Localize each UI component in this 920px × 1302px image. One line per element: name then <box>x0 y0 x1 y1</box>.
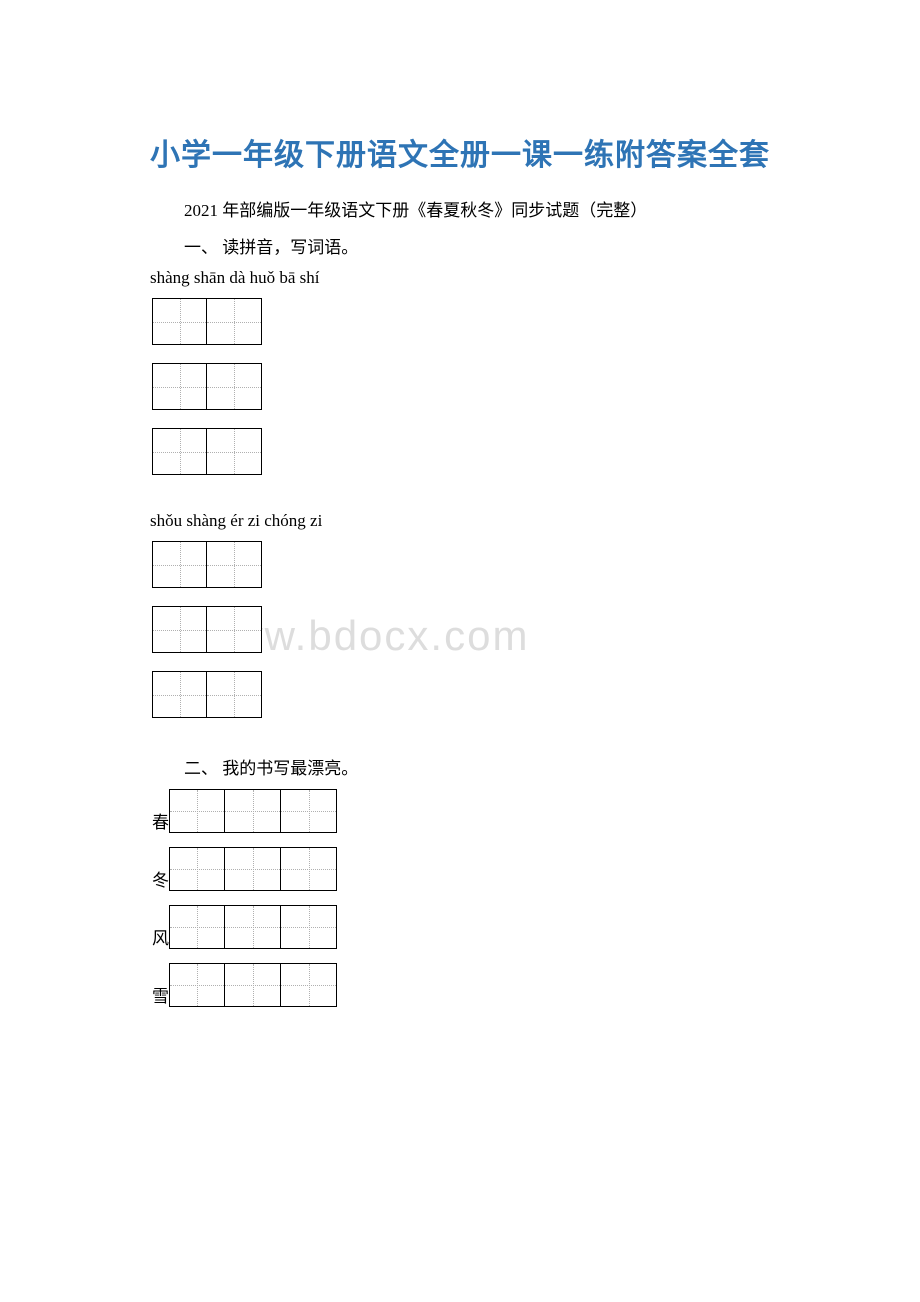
tian-cell <box>169 847 225 891</box>
grid-row <box>152 363 770 410</box>
tian-cell <box>169 905 225 949</box>
row-label: 雪 <box>152 988 169 1007</box>
document-body: 小学一年级下册语文全册一课一练附答案全套 2021 年部编版一年级语文下册《春夏… <box>150 130 770 1007</box>
tian-cell <box>152 363 207 410</box>
tian-cell <box>152 298 207 345</box>
tian-cell <box>281 789 337 833</box>
grid-row <box>152 541 770 588</box>
tian-cell <box>207 606 262 653</box>
tian-cell <box>207 363 262 410</box>
tian-cell <box>207 541 262 588</box>
grid-row <box>152 298 770 345</box>
row-label: 冬 <box>152 872 169 891</box>
pinyin-line-1: shàng shān dà huǒ bā shí <box>150 268 770 288</box>
tian-cell <box>225 789 281 833</box>
row-label: 春 <box>152 814 169 833</box>
page-title: 小学一年级下册语文全册一课一练附答案全套 <box>150 130 770 174</box>
tian-cell <box>225 905 281 949</box>
tian-cell <box>152 671 207 718</box>
grid-row-labeled: 雪 <box>152 963 770 1007</box>
tian-cell <box>281 905 337 949</box>
section2-heading: 二、 我的书写最漂亮。 <box>150 754 770 779</box>
tian-cell <box>281 847 337 891</box>
tian-cell <box>169 789 225 833</box>
row-label: 风 <box>152 930 169 949</box>
tian-cell <box>225 963 281 1007</box>
grid-row-labeled: 风 <box>152 905 770 949</box>
tian-cell <box>225 847 281 891</box>
tian-cell <box>207 671 262 718</box>
section1-heading: 一、 读拼音，写词语。 <box>150 233 770 258</box>
tian-cell <box>281 963 337 1007</box>
tian-cell <box>152 606 207 653</box>
tian-cell <box>152 428 207 475</box>
grid-row <box>152 428 770 475</box>
grid-row <box>152 671 770 718</box>
pinyin-line-2: shǒu shàng ér zi chóng zi <box>150 511 770 531</box>
tian-cell <box>207 298 262 345</box>
grid-row <box>152 606 770 653</box>
tian-cell <box>169 963 225 1007</box>
tian-cell <box>207 428 262 475</box>
tian-cell <box>152 541 207 588</box>
grid-row-labeled: 春 <box>152 789 770 833</box>
subtitle-text: 2021 年部编版一年级语文下册《春夏秋冬》同步试题（完整） <box>150 196 770 221</box>
grid-row-labeled: 冬 <box>152 847 770 891</box>
